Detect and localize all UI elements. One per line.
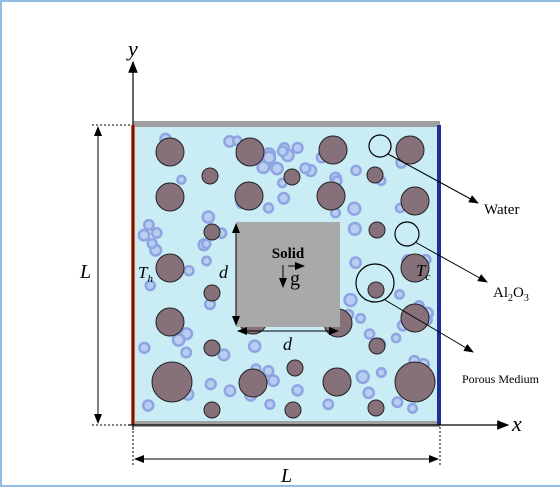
nanoparticle <box>225 386 235 396</box>
nanoparticle <box>395 290 403 298</box>
grain <box>202 168 218 184</box>
nanoparticle <box>143 400 153 410</box>
grain <box>317 182 345 210</box>
y-axis-label: y <box>126 36 138 61</box>
solid-width-label: d <box>283 334 293 354</box>
grain <box>236 138 264 166</box>
nanoparticle <box>144 220 153 229</box>
grain <box>239 369 267 397</box>
grain <box>204 340 220 356</box>
nanoparticle <box>272 163 283 174</box>
nanoparticle <box>249 341 260 352</box>
nanoparticle <box>349 223 361 235</box>
nanoparticle <box>348 203 360 215</box>
al2o3-label: Al2O3 <box>493 285 529 304</box>
grain <box>369 222 385 238</box>
nanoparticle <box>184 266 193 275</box>
nanoparticle <box>393 397 403 407</box>
nanoparticle <box>152 228 161 237</box>
nanoparticle <box>377 368 386 377</box>
nanoparticle <box>356 314 365 323</box>
grain <box>204 402 220 418</box>
grain <box>368 282 384 298</box>
nanoparticle <box>139 343 149 353</box>
nanoparticle <box>203 212 214 223</box>
nanoparticle <box>351 166 360 175</box>
grain <box>368 400 384 416</box>
nanoparticle <box>219 350 230 361</box>
nanoparticle <box>301 163 311 173</box>
width-label: L <box>280 465 292 487</box>
x-axis-label: x <box>511 411 522 436</box>
top-wall <box>133 121 440 127</box>
grain <box>156 138 184 166</box>
nanoparticle <box>202 240 210 248</box>
nanoparticle <box>202 257 210 265</box>
nanoparticle <box>324 400 333 409</box>
nanoparticle <box>268 376 278 386</box>
nanoparticle <box>278 146 287 155</box>
grain <box>156 254 184 282</box>
grain <box>235 182 263 210</box>
grain <box>396 136 424 164</box>
diagram: y x L L d d Th Tc Solid g Water Al2O3 Po… <box>0 0 560 488</box>
bottom-wall <box>133 421 440 427</box>
nanoparticle <box>408 404 416 412</box>
nanoparticle <box>148 239 157 248</box>
nanoparticle <box>357 371 369 383</box>
gravity-label: g <box>290 268 300 290</box>
grain <box>156 183 184 211</box>
grain <box>323 368 351 396</box>
nanoparticle <box>173 334 184 345</box>
nanoparticle <box>350 257 360 267</box>
nanoparticle <box>263 152 275 164</box>
nanoparticle <box>206 379 216 389</box>
nanoparticle <box>181 348 190 357</box>
nanoparticle <box>365 329 374 338</box>
nanoparticle <box>278 193 289 204</box>
cold-wall <box>437 125 441 425</box>
grain <box>369 338 385 354</box>
grain <box>156 308 184 336</box>
water-label: Water <box>484 202 519 218</box>
nanoparticle <box>392 334 400 342</box>
grain <box>401 187 429 215</box>
solid-block <box>236 222 340 327</box>
nanoparticle <box>266 400 275 409</box>
nanoparticle <box>139 230 149 240</box>
grain <box>285 402 301 418</box>
grain <box>367 167 383 183</box>
grain <box>204 285 220 301</box>
nanoparticle <box>264 204 273 213</box>
grain <box>395 362 435 402</box>
grain <box>152 362 192 402</box>
nanoparticle <box>177 176 185 184</box>
grain <box>284 169 300 185</box>
grain <box>204 224 220 240</box>
porous-label: Porous Medium <box>462 372 540 386</box>
height-label: L <box>79 261 91 283</box>
nanoparticle <box>293 143 303 153</box>
nanoparticle <box>292 385 302 395</box>
nanoparticle <box>364 388 374 398</box>
grain <box>319 136 347 164</box>
solid-height-label: d <box>219 262 229 282</box>
solid-label: Solid <box>272 246 305 262</box>
nanoparticle <box>345 294 357 306</box>
grain <box>287 360 303 376</box>
